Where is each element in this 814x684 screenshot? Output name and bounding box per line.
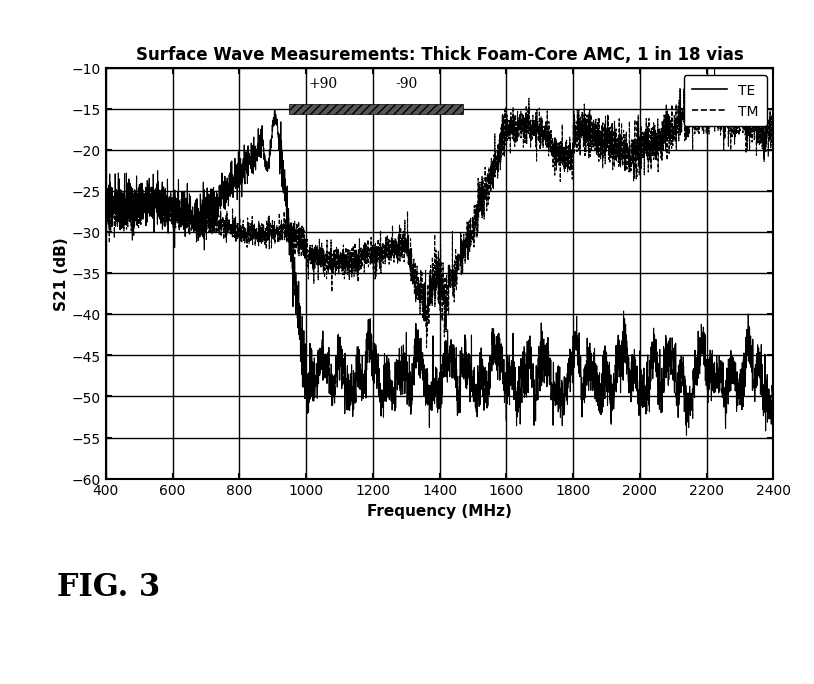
Bar xyxy=(289,105,463,114)
Title: Surface Wave Measurements: Thick Foam-Core AMC, 1 in 18 vias: Surface Wave Measurements: Thick Foam-Co… xyxy=(136,46,743,64)
Text: FIG. 3: FIG. 3 xyxy=(57,571,160,602)
Text: -90: -90 xyxy=(395,77,418,92)
Y-axis label: S21 (dB): S21 (dB) xyxy=(54,237,69,311)
Legend: TE, TM: TE, TM xyxy=(684,75,766,127)
X-axis label: Frequency (MHz): Frequency (MHz) xyxy=(367,503,512,518)
Text: +90: +90 xyxy=(309,77,337,92)
